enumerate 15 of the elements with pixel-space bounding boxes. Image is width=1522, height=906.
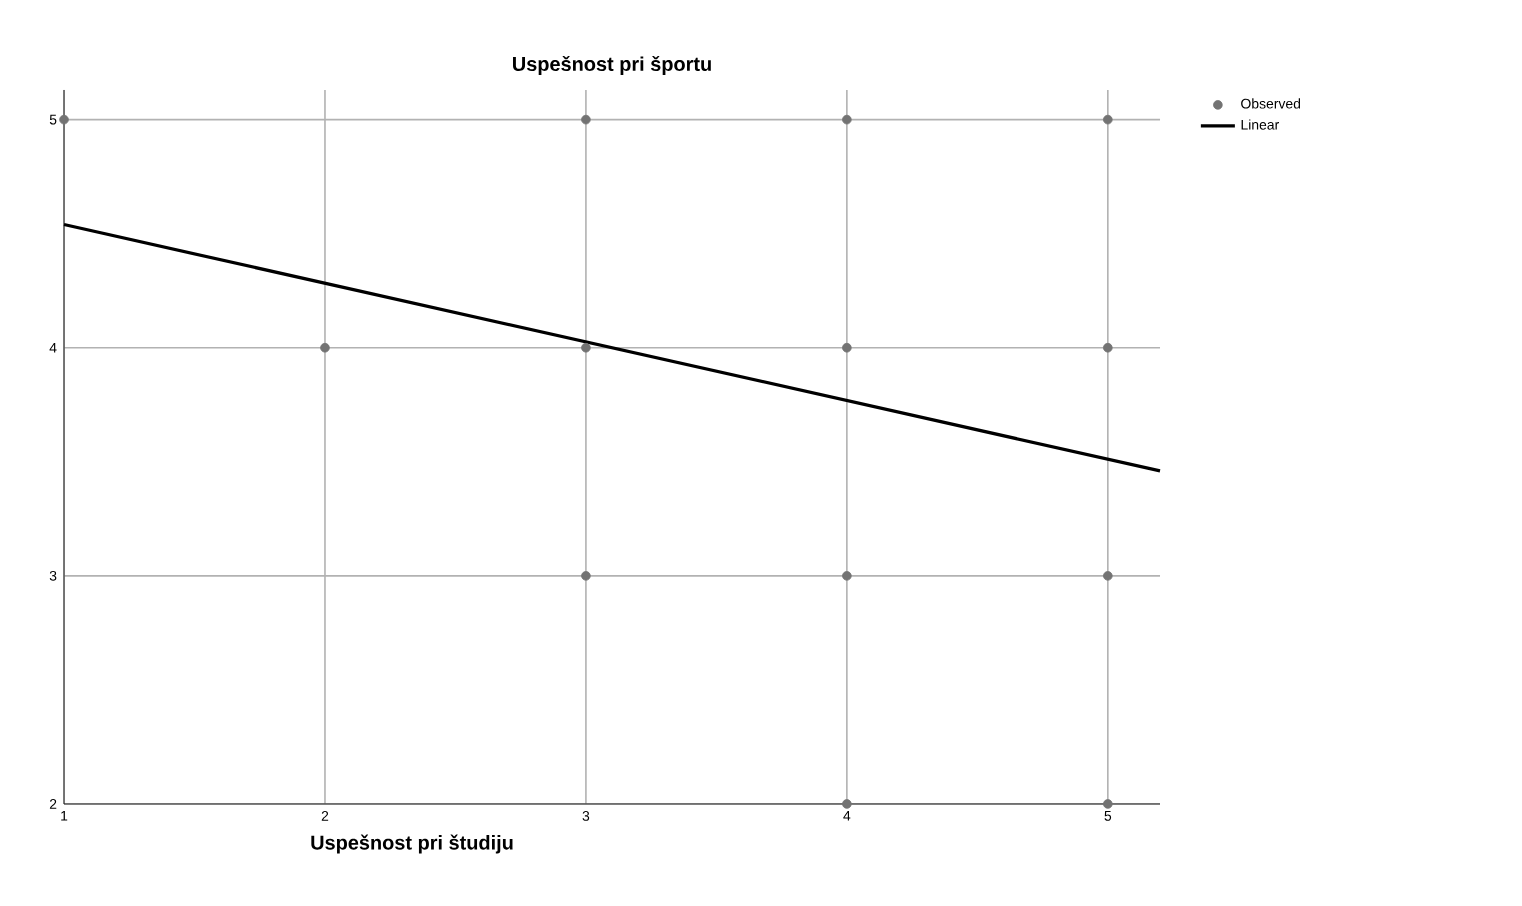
point — [1103, 114, 1113, 125]
point — [842, 799, 852, 809]
point — [320, 342, 330, 353]
point — [842, 342, 852, 353]
point — [1103, 799, 1113, 809]
point — [842, 114, 852, 125]
chart-title: Uspešnost pri športu — [513, 55, 711, 75]
point — [581, 114, 591, 125]
point — [59, 114, 69, 125]
x-axis-title: Uspešnost pri študiju — [311, 834, 513, 854]
point — [1103, 571, 1113, 581]
point — [1103, 342, 1113, 353]
point — [842, 571, 852, 581]
point — [581, 342, 591, 353]
point — [581, 571, 591, 581]
